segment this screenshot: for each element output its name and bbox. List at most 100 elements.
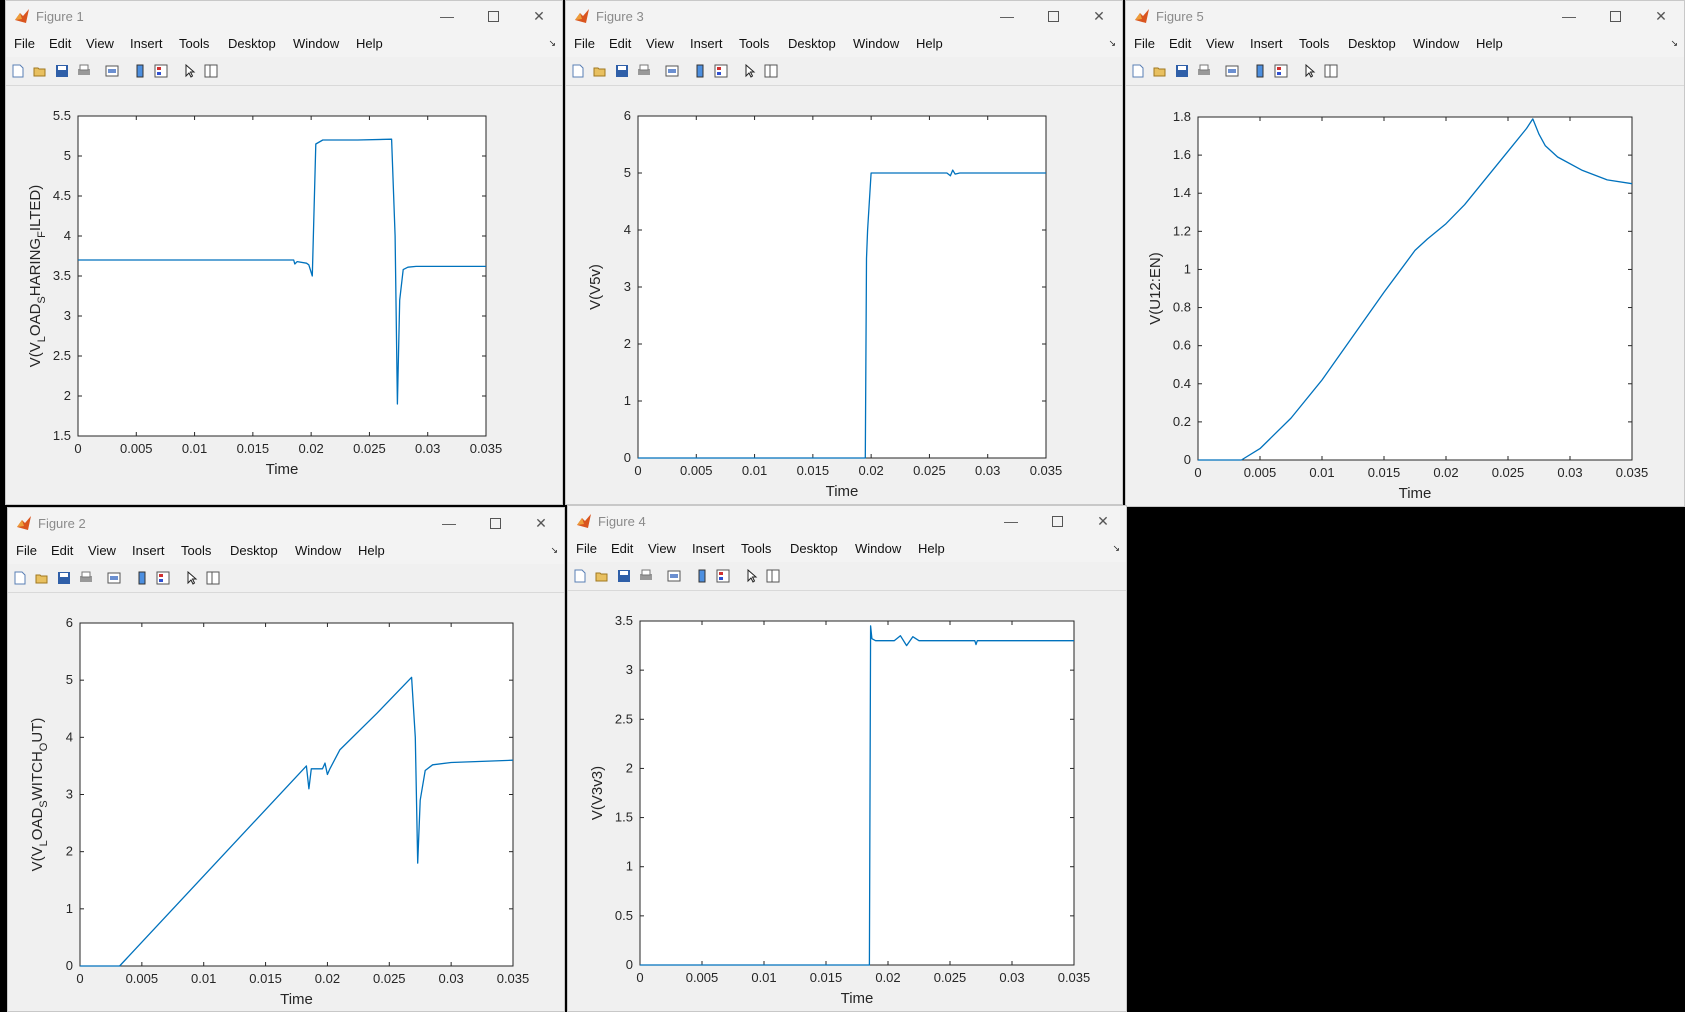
figure-window[interactable]: Figure 3 — ✕ File Edit View Insert Tools…	[565, 0, 1123, 505]
pointer-icon[interactable]	[745, 569, 759, 583]
link-plot-icon[interactable]	[667, 569, 681, 583]
minimize-button[interactable]: —	[442, 515, 456, 531]
open-file-icon[interactable]	[35, 571, 49, 585]
menu-tools[interactable]: Tools	[181, 543, 212, 558]
print-icon[interactable]	[79, 571, 93, 585]
line-chart[interactable]: 0 0.005 0.01 0.015 0.02 0.025 0.03 0.035 0 1 2 3 4 5 6…	[8, 593, 564, 1011]
menu-desktop[interactable]: Desktop	[1348, 36, 1396, 51]
open-file-icon[interactable]	[595, 569, 609, 583]
close-button[interactable]: ✕	[535, 514, 547, 531]
menu-help[interactable]: Help	[918, 541, 945, 556]
property-editor-icon[interactable]	[204, 64, 218, 78]
menu-edit[interactable]: Edit	[1169, 36, 1192, 51]
open-file-icon[interactable]	[593, 64, 607, 78]
property-editor-icon[interactable]	[206, 571, 220, 585]
title-bar[interactable]: Figure 5 — ✕	[1126, 1, 1684, 31]
menu-edit[interactable]: Edit	[51, 543, 74, 558]
menu-insert[interactable]: Insert	[692, 541, 725, 556]
menu-edit[interactable]: Edit	[611, 541, 634, 556]
save-icon[interactable]	[55, 64, 69, 78]
menu-edit[interactable]: Edit	[49, 36, 72, 51]
colorbar-icon[interactable]	[133, 64, 147, 78]
menu-file[interactable]: File	[16, 543, 37, 558]
minimize-button[interactable]: —	[1562, 8, 1576, 24]
menu-insert[interactable]: Insert	[132, 543, 165, 558]
menu-desktop[interactable]: Desktop	[230, 543, 278, 558]
close-button[interactable]: ✕	[1655, 7, 1667, 24]
menu-desktop[interactable]: Desktop	[790, 541, 838, 556]
menu-window[interactable]: Window	[853, 36, 900, 51]
link-plot-icon[interactable]	[665, 64, 679, 78]
line-chart[interactable]: 0 0.005 0.01 0.015 0.02 0.025 0.03 0.035 1.5 2 2.5…	[6, 86, 562, 504]
title-bar[interactable]: Figure 1 — ✕	[6, 1, 562, 31]
print-icon[interactable]	[77, 64, 91, 78]
menu-view[interactable]: View	[646, 36, 674, 51]
dock-arrow-icon[interactable]: ↘	[1108, 38, 1116, 48]
menu-tools[interactable]: Tools	[741, 541, 772, 556]
maximize-button[interactable]	[470, 1, 516, 31]
figure-window[interactable]: Figure 2 — ✕ File Edit View Insert Tools…	[7, 507, 565, 1012]
save-icon[interactable]	[1175, 64, 1189, 78]
menu-window[interactable]: Window	[1413, 36, 1460, 51]
figure-window[interactable]: Figure 5 — ✕ File Edit View Insert Tools…	[1125, 0, 1685, 507]
minimize-button[interactable]: —	[1000, 8, 1014, 24]
new-figure-icon[interactable]	[11, 64, 25, 78]
menu-help[interactable]: Help	[1476, 36, 1503, 51]
menu-view[interactable]: View	[86, 36, 114, 51]
line-chart[interactable]: 0 0.005 0.01 0.015 0.02 0.025 0.03 0.035 0 1 2 3 4 5 6…	[566, 86, 1122, 504]
maximize-button[interactable]	[1592, 1, 1638, 31]
menu-file[interactable]: File	[14, 36, 35, 51]
menu-help[interactable]: Help	[356, 36, 383, 51]
menu-insert[interactable]: Insert	[130, 36, 163, 51]
save-icon[interactable]	[617, 569, 631, 583]
open-file-icon[interactable]	[33, 64, 47, 78]
title-bar[interactable]: Figure 4 — ✕	[568, 506, 1126, 536]
menu-tools[interactable]: Tools	[739, 36, 770, 51]
menu-tools[interactable]: Tools	[179, 36, 210, 51]
print-icon[interactable]	[1197, 64, 1211, 78]
dock-arrow-icon[interactable]: ↘	[550, 545, 558, 555]
menu-window[interactable]: Window	[855, 541, 902, 556]
legend-icon[interactable]	[714, 64, 728, 78]
figure-window[interactable]: Figure 1 — ✕ File Edit View Insert Tools…	[5, 0, 563, 505]
menu-edit[interactable]: Edit	[609, 36, 632, 51]
dock-arrow-icon[interactable]: ↘	[548, 38, 556, 48]
menu-window[interactable]: Window	[293, 36, 340, 51]
property-editor-icon[interactable]	[1324, 64, 1338, 78]
minimize-button[interactable]: —	[1004, 513, 1018, 529]
colorbar-icon[interactable]	[695, 569, 709, 583]
open-file-icon[interactable]	[1153, 64, 1167, 78]
legend-icon[interactable]	[1274, 64, 1288, 78]
legend-icon[interactable]	[154, 64, 168, 78]
link-plot-icon[interactable]	[105, 64, 119, 78]
new-figure-icon[interactable]	[571, 64, 585, 78]
property-editor-icon[interactable]	[766, 569, 780, 583]
save-icon[interactable]	[615, 64, 629, 78]
dock-arrow-icon[interactable]: ↘	[1112, 543, 1120, 553]
line-chart[interactable]: 0 0.005 0.01 0.015 0.02 0.025 0.03 0.035 0 0.2 0.4…	[1126, 86, 1684, 506]
menu-view[interactable]: View	[1206, 36, 1234, 51]
title-bar[interactable]: Figure 2 — ✕	[8, 508, 564, 538]
colorbar-icon[interactable]	[135, 571, 149, 585]
print-icon[interactable]	[637, 64, 651, 78]
maximize-button[interactable]	[1030, 1, 1076, 31]
menu-insert[interactable]: Insert	[690, 36, 723, 51]
pointer-icon[interactable]	[185, 571, 199, 585]
pointer-icon[interactable]	[1303, 64, 1317, 78]
close-button[interactable]: ✕	[1093, 7, 1105, 24]
maximize-button[interactable]	[1034, 506, 1080, 536]
legend-icon[interactable]	[716, 569, 730, 583]
menu-file[interactable]: File	[1134, 36, 1155, 51]
pointer-icon[interactable]	[743, 64, 757, 78]
menu-help[interactable]: Help	[916, 36, 943, 51]
colorbar-icon[interactable]	[1253, 64, 1267, 78]
maximize-button[interactable]	[472, 508, 518, 538]
menu-view[interactable]: View	[648, 541, 676, 556]
print-icon[interactable]	[639, 569, 653, 583]
link-plot-icon[interactable]	[1225, 64, 1239, 78]
menu-view[interactable]: View	[88, 543, 116, 558]
property-editor-icon[interactable]	[764, 64, 778, 78]
menu-tools[interactable]: Tools	[1299, 36, 1330, 51]
minimize-button[interactable]: —	[440, 8, 454, 24]
new-figure-icon[interactable]	[13, 571, 27, 585]
